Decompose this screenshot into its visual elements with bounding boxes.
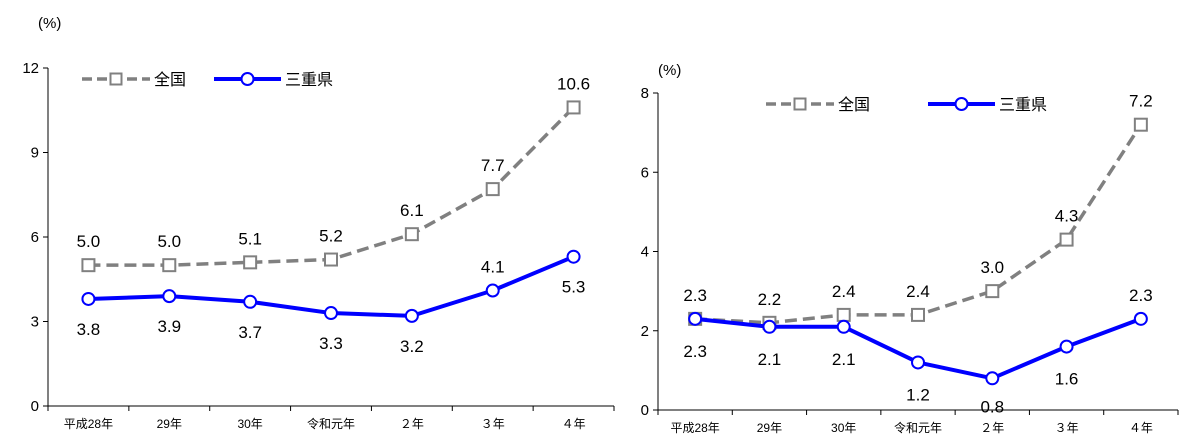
data-point xyxy=(688,311,703,326)
x-tick-label: ４年 xyxy=(1129,421,1153,435)
data-label: 10.6 xyxy=(557,74,590,93)
data-point xyxy=(1133,117,1148,132)
data-point xyxy=(243,294,258,309)
data-point xyxy=(985,284,1000,299)
x-tick-label: 平成28年 xyxy=(670,421,719,435)
data-point xyxy=(1133,311,1148,326)
data-label: 5.0 xyxy=(77,232,101,251)
legend-marker xyxy=(109,72,123,86)
data-label: 3.2 xyxy=(400,337,424,356)
data-label: 2.3 xyxy=(683,286,707,305)
data-label: 3.8 xyxy=(77,320,101,339)
data-point xyxy=(762,319,777,334)
x-tick-label: 令和元年 xyxy=(307,416,355,431)
data-label: 3.7 xyxy=(238,323,262,342)
data-point xyxy=(404,308,419,323)
data-point xyxy=(485,182,500,197)
legend: 全国 三重県 xyxy=(82,71,333,89)
data-label: 7.2 xyxy=(1129,92,1153,111)
data-label: 2.3 xyxy=(1129,286,1153,305)
data-label: 2.4 xyxy=(832,282,856,301)
data-label: 5.3 xyxy=(562,278,586,297)
data-label: 5.1 xyxy=(238,229,262,248)
chart-panel-2: (%) 0 2 4 6 8 平成28年 29年 30年 令和元年 ２年 ３年 ４年 2.3 2.2 2.4 2.… xyxy=(641,62,1179,435)
chart-panel-1: (%) 0 3 6 9 12 平成28年 29年 30年 令和元年 ２年 ３年 ４年 5.0 5.0 5.1 5… xyxy=(22,15,615,431)
data-point xyxy=(162,289,177,304)
data-label: 7.7 xyxy=(481,156,505,175)
data-label: 3.3 xyxy=(319,334,343,353)
x-tick-label: ２年 xyxy=(400,417,424,431)
data-point xyxy=(243,255,258,270)
y-tick-label: 9 xyxy=(31,145,39,162)
data-point xyxy=(81,291,96,306)
y-tick-label: 3 xyxy=(31,314,39,331)
x-tick-label: ３年 xyxy=(1055,421,1079,435)
y-tick-label: 0 xyxy=(641,402,649,419)
x-tick-label: ４年 xyxy=(562,417,586,431)
x-tick-label: 令和元年 xyxy=(894,420,942,435)
legend-marker xyxy=(793,97,807,111)
legend-label: 全国 xyxy=(838,96,870,114)
data-point xyxy=(1059,339,1074,354)
data-point xyxy=(911,355,925,370)
x-tick-label: 平成28年 xyxy=(64,417,113,431)
data-label: 6.1 xyxy=(400,201,424,220)
unit-label: (%) xyxy=(38,15,61,32)
legend-marker xyxy=(240,72,255,86)
data-point xyxy=(404,227,419,242)
x-tick-label: ３年 xyxy=(481,417,505,431)
data-label: 5.2 xyxy=(319,227,343,246)
data-label: 0.8 xyxy=(980,397,1004,416)
data-label: 2.2 xyxy=(758,290,782,309)
legend-label: 三重県 xyxy=(285,71,333,89)
data-label: 4.3 xyxy=(1055,207,1079,226)
x-tick-label: 30年 xyxy=(831,421,856,435)
data-point xyxy=(836,319,851,334)
x-tick-label: ２年 xyxy=(980,421,1004,435)
x-tick-label: 29年 xyxy=(757,421,782,435)
data-point xyxy=(911,307,925,322)
data-point xyxy=(162,258,177,273)
data-point xyxy=(566,249,581,264)
y-tick-label: 0 xyxy=(31,398,39,415)
legend-label: 三重県 xyxy=(999,96,1047,114)
data-label: 1.2 xyxy=(906,385,930,404)
data-point xyxy=(1059,232,1074,247)
data-label: 3.9 xyxy=(157,317,181,336)
legend-label: 全国 xyxy=(154,71,186,89)
data-point xyxy=(985,371,1000,386)
data-label: 1.6 xyxy=(1055,370,1079,389)
data-label: 2.4 xyxy=(906,282,930,301)
data-point xyxy=(485,283,500,298)
legend-marker xyxy=(954,97,969,111)
data-point xyxy=(324,306,338,321)
y-tick-label: 6 xyxy=(31,229,39,246)
y-tick-label: 6 xyxy=(641,164,649,181)
data-label: 2.3 xyxy=(683,342,707,361)
data-label: 2.1 xyxy=(758,350,782,369)
y-tick-label: 12 xyxy=(22,60,39,77)
data-point xyxy=(324,252,338,267)
legend: 全国 三重県 xyxy=(766,96,1047,114)
y-tick-label: 4 xyxy=(641,244,649,261)
x-tick-label: 30年 xyxy=(237,417,262,431)
data-label: 4.1 xyxy=(481,258,505,277)
x-tick-label: 29年 xyxy=(157,417,182,431)
data-point xyxy=(566,100,581,115)
data-point xyxy=(836,307,851,322)
y-tick-label: 2 xyxy=(641,323,649,340)
data-label: 3.0 xyxy=(980,258,1004,277)
data-point xyxy=(81,258,96,273)
y-tick-label: 8 xyxy=(641,85,649,102)
data-label: 5.0 xyxy=(157,232,181,251)
unit-label: (%) xyxy=(658,62,681,79)
data-label: 2.1 xyxy=(832,350,856,369)
